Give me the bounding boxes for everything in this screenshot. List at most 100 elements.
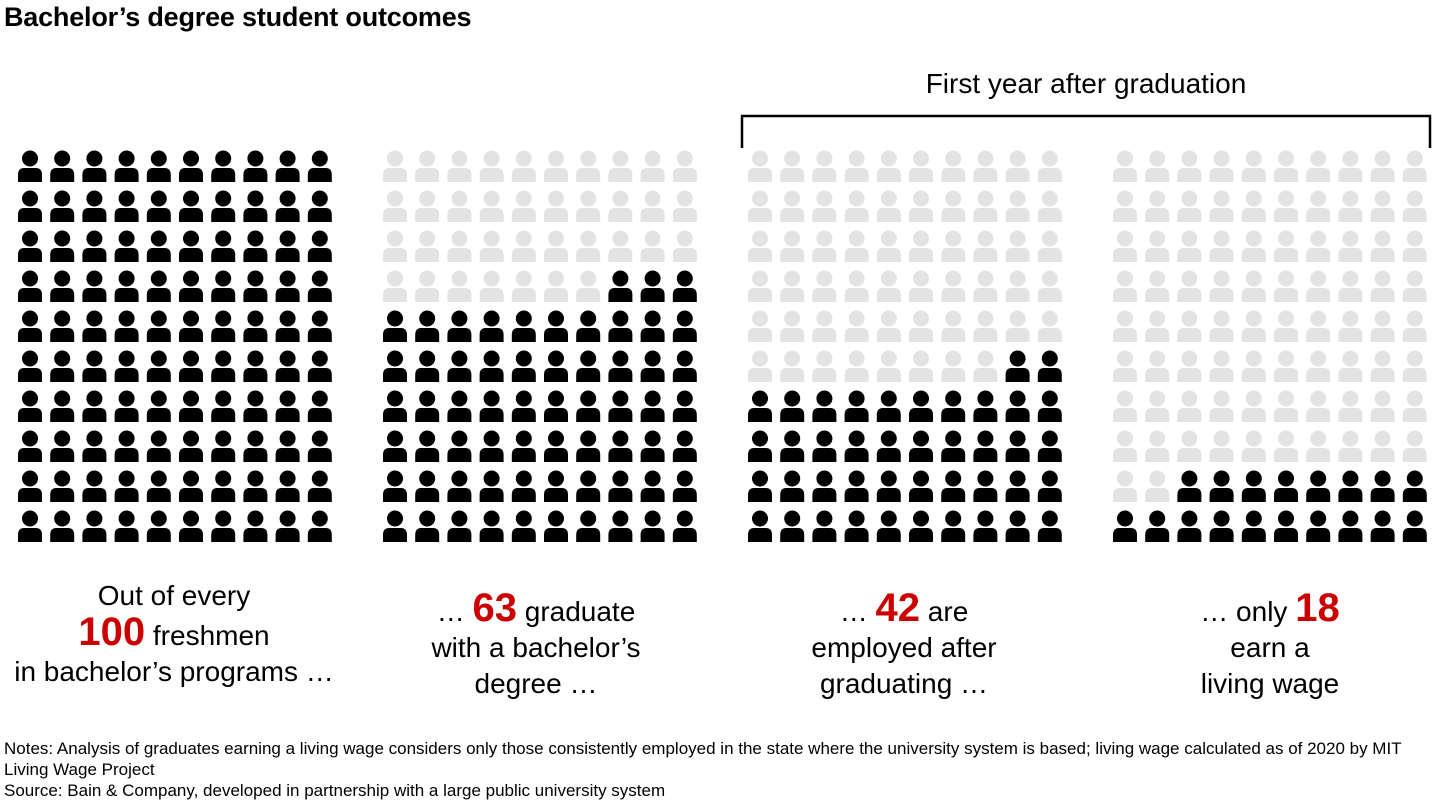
person-icon-empty xyxy=(1241,430,1266,462)
person-icon-empty xyxy=(1306,390,1331,422)
person-icon-empty xyxy=(1241,150,1266,182)
person-icon-empty xyxy=(1402,270,1427,302)
person-icon-filled xyxy=(748,430,772,462)
person-icon-empty xyxy=(909,350,933,382)
person-icon-filled xyxy=(211,230,236,262)
person-icon-empty xyxy=(780,230,805,262)
person-icon-empty xyxy=(973,310,998,342)
person-icon-empty xyxy=(1338,310,1363,342)
person-icon-filled xyxy=(82,470,107,502)
person-icon-filled xyxy=(415,470,440,502)
person-icon-filled xyxy=(447,430,472,462)
person-icon-filled xyxy=(114,310,139,342)
person-icon-filled xyxy=(275,510,300,542)
person-icon-empty xyxy=(383,190,407,222)
person-icon-empty xyxy=(909,310,933,342)
person-icon-filled xyxy=(511,390,536,422)
person-icon-filled xyxy=(1037,510,1062,542)
person-icon-filled xyxy=(544,310,568,342)
person-icon-empty xyxy=(1338,230,1363,262)
person-icon-empty xyxy=(1145,270,1170,302)
person-icon-filled xyxy=(1274,470,1298,502)
person-icon-empty xyxy=(1113,230,1137,262)
person-icon-filled xyxy=(1005,390,1030,422)
person-icon-empty xyxy=(1113,470,1137,502)
person-icon-empty xyxy=(748,270,772,302)
person-icon-filled xyxy=(307,390,332,422)
person-icon-filled xyxy=(275,350,300,382)
person-icon-filled xyxy=(844,430,869,462)
person-icon-empty xyxy=(415,150,440,182)
person-icon-filled xyxy=(243,430,268,462)
person-icon-filled xyxy=(909,470,933,502)
person-icon-filled xyxy=(640,350,665,382)
caption-line: graduating … xyxy=(819,668,989,699)
person-icon-filled xyxy=(640,430,665,462)
person-icon-filled xyxy=(608,510,633,542)
person-icon-filled xyxy=(18,150,42,182)
person-icon-empty xyxy=(1370,230,1395,262)
caption-pre: Out of every xyxy=(97,580,251,611)
person-icon-filled xyxy=(876,470,901,502)
person-icon-empty xyxy=(909,230,933,262)
person-icon-filled xyxy=(50,230,75,262)
person-icon-empty xyxy=(941,270,966,302)
person-icon-filled xyxy=(608,390,633,422)
caption-post: freshmen xyxy=(152,620,270,651)
person-icon-empty xyxy=(1402,230,1427,262)
person-icon-filled xyxy=(82,190,107,222)
person-icon-empty xyxy=(1274,230,1298,262)
person-icon-empty xyxy=(1037,310,1062,342)
person-icon-filled xyxy=(672,430,697,462)
caption-line: living wage xyxy=(1200,668,1340,699)
caption-line: degree … xyxy=(474,668,598,699)
person-icon-filled xyxy=(672,510,697,542)
person-icon-filled xyxy=(415,350,440,382)
person-icon-empty xyxy=(973,350,998,382)
person-icon-filled xyxy=(576,470,601,502)
person-icon-filled xyxy=(307,470,332,502)
person-icon-filled xyxy=(275,470,300,502)
person-icon-empty xyxy=(876,350,901,382)
person-icon-filled xyxy=(18,230,42,262)
chart-title: Bachelor’s degree student outcomes xyxy=(4,2,472,32)
person-icon-filled xyxy=(383,310,407,342)
person-icon-filled xyxy=(179,390,203,422)
person-icon-filled xyxy=(511,350,536,382)
person-icon-empty xyxy=(812,310,837,342)
person-icon-empty xyxy=(1037,190,1062,222)
person-icon-filled xyxy=(479,510,504,542)
person-icon-empty xyxy=(383,270,407,302)
person-icon-filled xyxy=(114,190,139,222)
person-icon-filled xyxy=(941,510,966,542)
person-icon-filled xyxy=(307,150,332,182)
person-icon-filled xyxy=(146,310,171,342)
person-icon-filled xyxy=(544,470,568,502)
person-icon-filled xyxy=(941,390,966,422)
person-icon-empty xyxy=(1145,350,1170,382)
person-icon-filled xyxy=(307,510,332,542)
person-icon-filled xyxy=(544,350,568,382)
person-icon-filled xyxy=(780,390,805,422)
person-icon-empty xyxy=(1306,350,1331,382)
person-icon-filled xyxy=(18,510,42,542)
person-icon-empty xyxy=(447,150,472,182)
person-icon-filled xyxy=(973,470,998,502)
person-icon-filled xyxy=(275,430,300,462)
person-icon-empty xyxy=(511,270,536,302)
person-icon-filled xyxy=(275,150,300,182)
person-icon-empty xyxy=(1177,190,1202,222)
person-icon-empty xyxy=(1306,230,1331,262)
person-icon-filled xyxy=(608,350,633,382)
person-icon-empty xyxy=(576,270,601,302)
person-icon-empty xyxy=(1370,190,1395,222)
person-icon-filled xyxy=(146,230,171,262)
person-icon-empty xyxy=(1005,310,1030,342)
person-icon-filled xyxy=(82,310,107,342)
person-icon-filled xyxy=(383,390,407,422)
person-icon-empty xyxy=(876,270,901,302)
person-icon-filled xyxy=(18,270,42,302)
person-icon-filled xyxy=(243,230,268,262)
caption-pre: … xyxy=(839,596,868,627)
caption-line: Out of every xyxy=(0,578,354,614)
